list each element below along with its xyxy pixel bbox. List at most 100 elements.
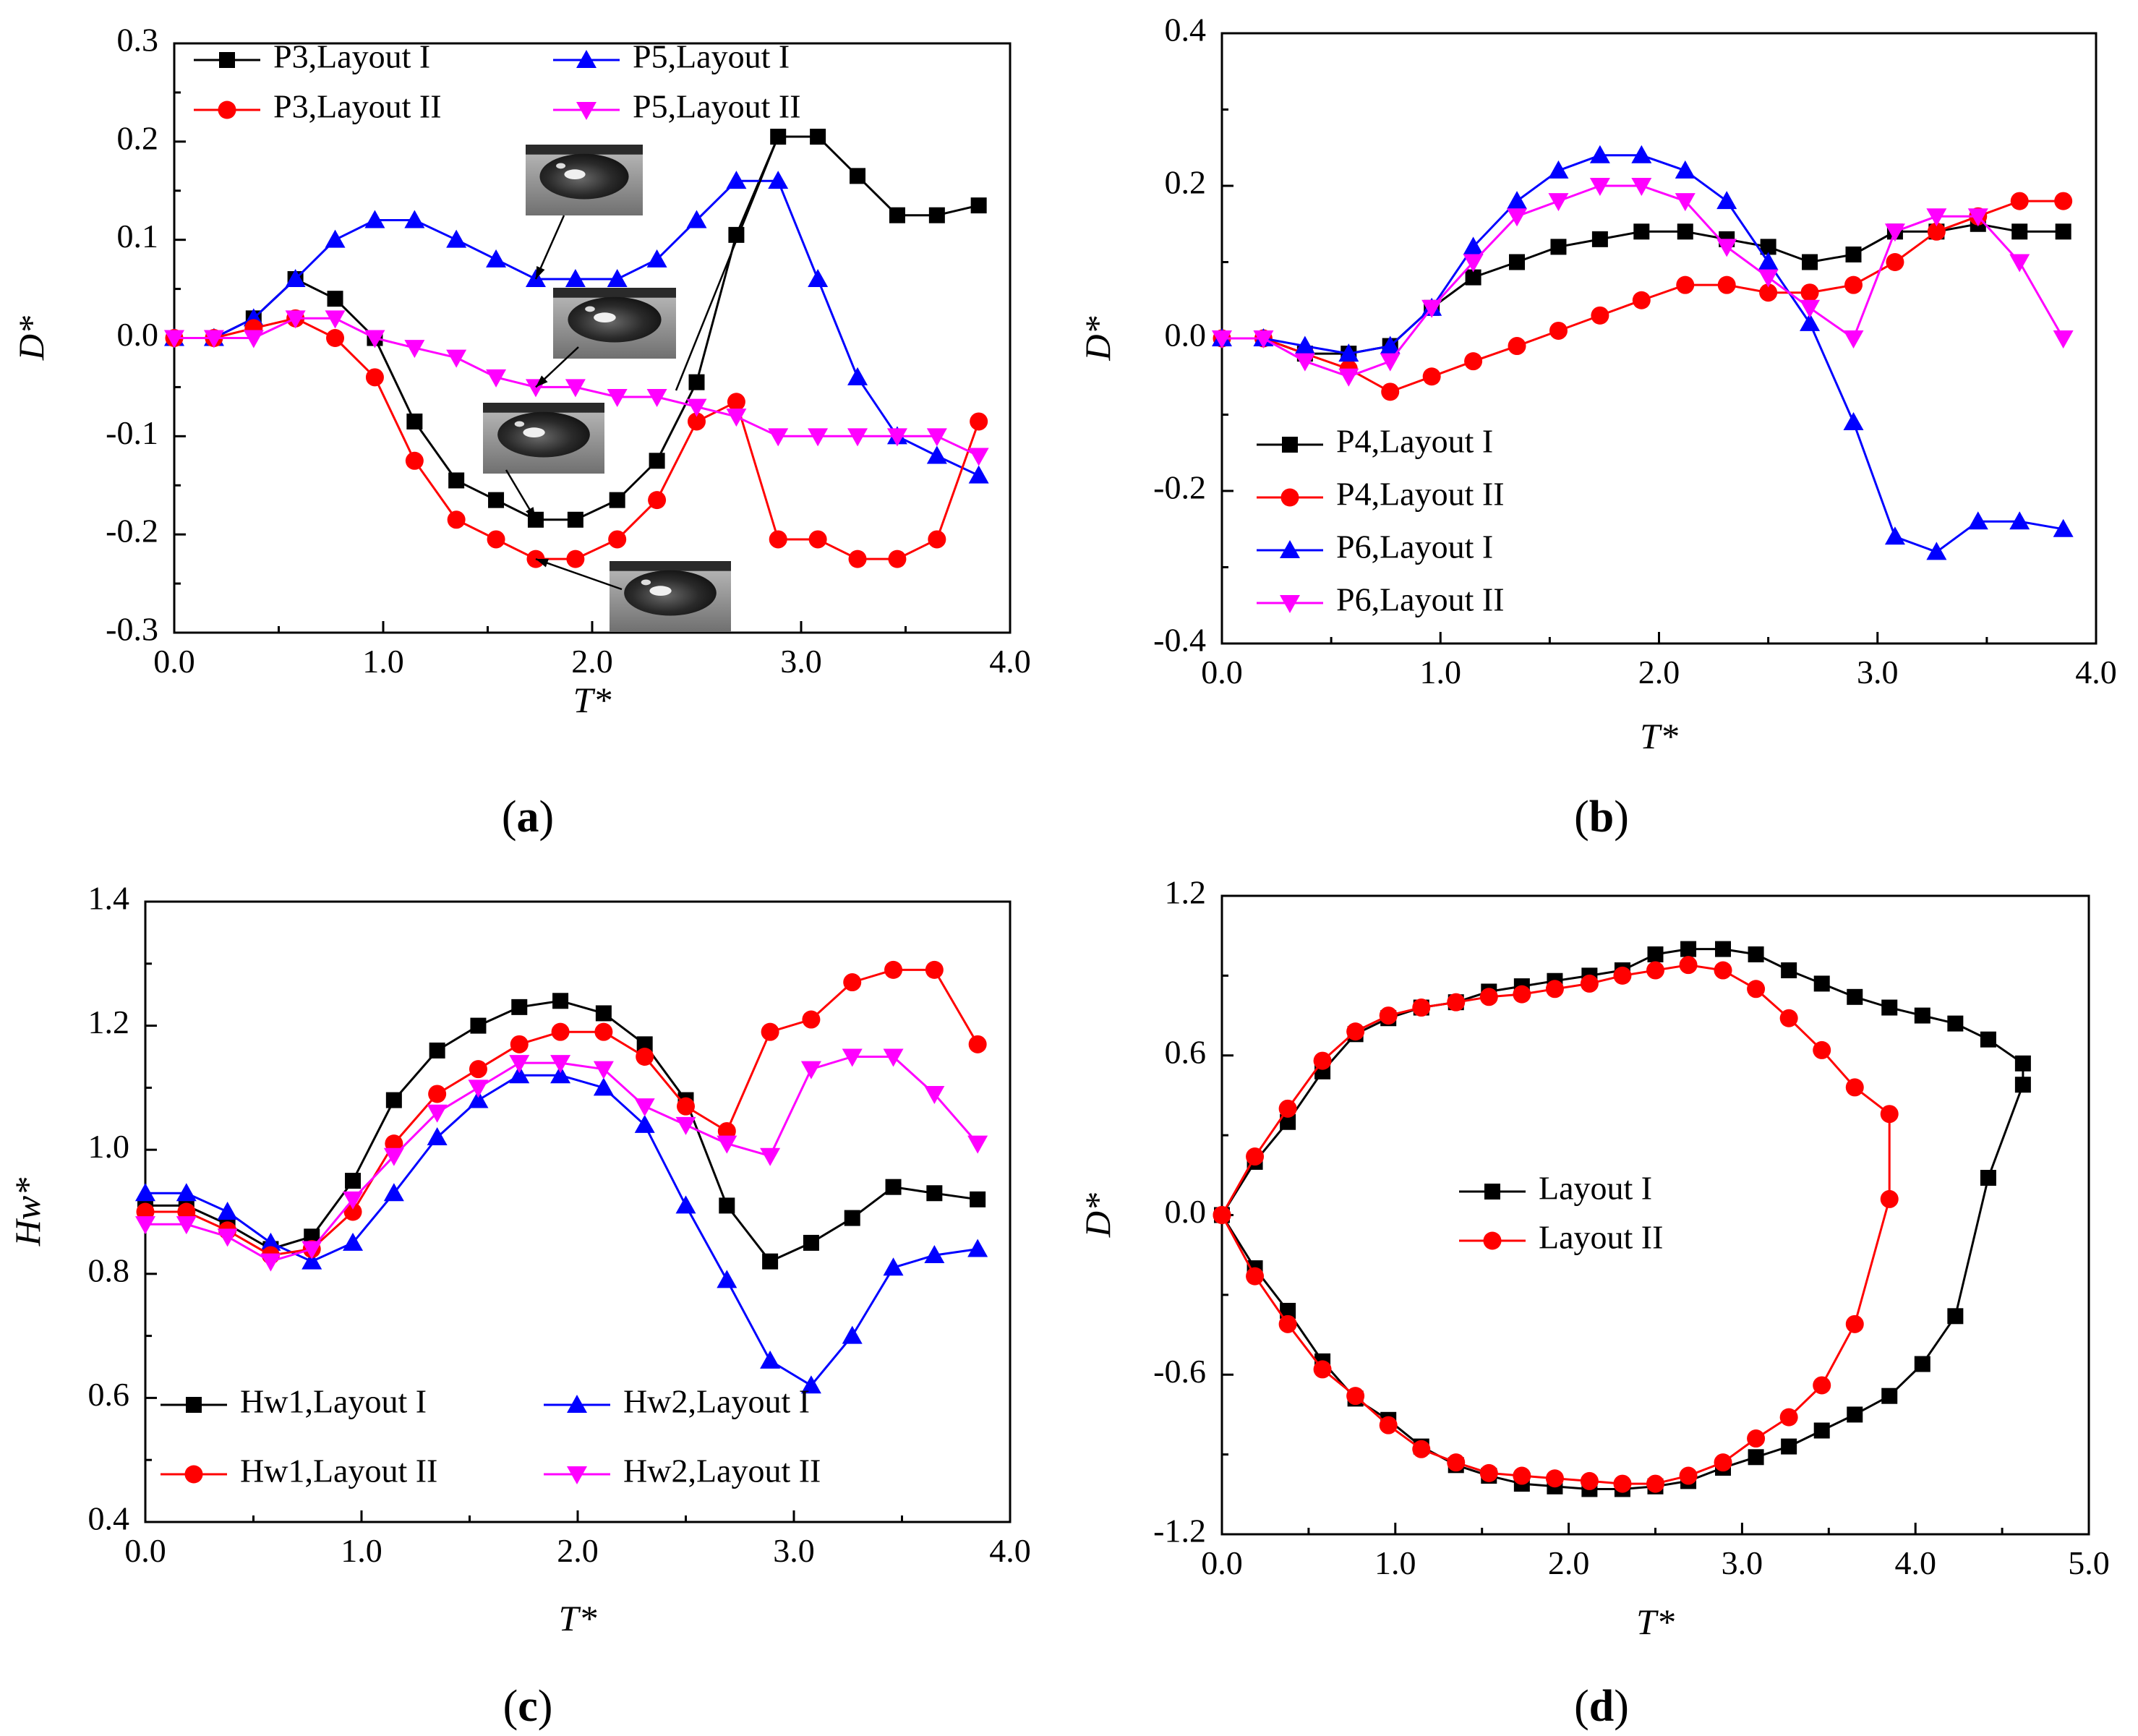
data-point [1845, 1314, 1864, 1333]
data-point [1747, 1429, 1766, 1448]
data-point [1513, 985, 1531, 1004]
data-point [760, 1147, 781, 1166]
data-point [486, 369, 507, 388]
panel-label-letter: c [518, 1682, 538, 1731]
x-tick-label: 1.0 [362, 643, 404, 680]
data-point [1422, 367, 1441, 386]
x-axis: 0.0 1.0 2.0 3.0 4.0 [124, 1510, 1031, 1569]
droplet-glint [514, 421, 525, 427]
data-point [1548, 160, 1569, 179]
series-p3-layout-ii [165, 309, 988, 568]
data-point [1813, 1422, 1830, 1439]
data-point [1715, 941, 1732, 957]
data-point [761, 1022, 779, 1041]
x-tick-label: 0.0 [1201, 654, 1243, 690]
data-point [924, 1245, 945, 1264]
data-point [550, 1055, 571, 1074]
x-axis: 0.0 1.0 2.0 3.0 4.0 [1201, 632, 2117, 690]
data-point [1800, 312, 1821, 331]
data-point [717, 1135, 737, 1154]
legend-entry: P6,Layout I [1257, 529, 1493, 565]
data-point [488, 492, 505, 508]
data-point [448, 472, 465, 489]
data-point [727, 393, 745, 411]
data-point [565, 269, 586, 287]
data-point [2010, 192, 2029, 210]
data-point [646, 249, 667, 268]
series-line [145, 1056, 979, 1263]
data-point [968, 465, 989, 484]
legend-entry: Hw2,Layout I [544, 1383, 810, 1420]
data-point [1781, 1438, 1797, 1455]
data-point [1379, 1006, 1398, 1025]
x-tick-label: 3.0 [773, 1532, 815, 1569]
data-point [1346, 1387, 1365, 1406]
data-point [1313, 1051, 1332, 1070]
y-tick-label: -0.1 [106, 414, 158, 451]
data-point [1714, 1453, 1732, 1472]
legend-label: Layout II [1539, 1219, 1663, 1256]
data-point [1679, 1466, 1698, 1485]
data-point [1548, 193, 1569, 212]
series-hw2-layout-i [135, 1065, 988, 1394]
data-point [428, 1085, 447, 1103]
y-tick-label: -0.2 [1153, 469, 1206, 506]
y-axis: -0.4 -0.2 0.0 0.2 0.4 [1153, 12, 1233, 659]
data-point [1947, 1308, 1964, 1325]
data-point [1844, 275, 1863, 294]
data-point [404, 210, 425, 228]
data-point [1463, 254, 1484, 273]
data-point [1278, 1099, 1297, 1118]
data-point [1716, 191, 1737, 210]
data-point [343, 1191, 364, 1210]
droplet-photo [553, 288, 676, 359]
data-point [1580, 1471, 1599, 1490]
data-point [844, 1210, 860, 1226]
data-point [1212, 330, 1232, 349]
y-axis: 0.4 0.6 0.8 1.0 1.2 1.4 [88, 880, 157, 1537]
data-point [726, 409, 747, 427]
data-point [1479, 1463, 1498, 1482]
data-point [842, 1325, 863, 1344]
x-tick-label: 4.0 [989, 643, 1031, 680]
data-point [1675, 160, 1696, 179]
data-point [884, 960, 903, 979]
x-tick-label: 3.0 [780, 643, 822, 680]
panel-d: 0.0 1.0 2.0 3.0 4.0 5.0 -1.2 -0.6 0.0 0.6 1.2 T* D* L… [1077, 874, 2110, 1731]
legend-marker [219, 52, 235, 68]
x-tick-label: 1.0 [1420, 654, 1462, 690]
data-point [302, 1251, 322, 1270]
data-point [1294, 335, 1315, 354]
data-point [769, 530, 787, 549]
droplet-photo [610, 561, 731, 632]
data-point [1464, 352, 1483, 371]
data-point [1845, 246, 1862, 262]
data-point [1507, 208, 1528, 227]
data-point [1591, 306, 1609, 325]
data-point [675, 1195, 696, 1214]
data-point [325, 229, 346, 248]
x-tick-label: 5.0 [2068, 1544, 2110, 1581]
data-point [2009, 254, 2030, 273]
data-point [593, 1061, 614, 1079]
data-point [327, 291, 343, 307]
y-tick-label: 0.8 [88, 1252, 130, 1288]
data-point [1246, 1267, 1265, 1286]
data-point [1800, 283, 1819, 302]
photo-wall [553, 288, 676, 298]
y-tick-label: 0.0 [1165, 1193, 1207, 1230]
data-point [926, 428, 947, 447]
data-point [634, 1114, 655, 1133]
data-point [326, 329, 345, 347]
data-point [164, 330, 184, 349]
data-point [1381, 382, 1400, 401]
y-axis: -1.2 -0.6 0.0 0.6 1.2 [1153, 874, 1233, 1549]
x-axis-label: T* [1640, 716, 1678, 756]
data-point [1884, 223, 1905, 242]
data-point [1632, 291, 1651, 309]
data-point [2014, 1055, 2031, 1072]
data-point [509, 1055, 530, 1074]
x-tick-label: 2.0 [557, 1532, 599, 1569]
x-axis-label: T* [573, 680, 612, 720]
